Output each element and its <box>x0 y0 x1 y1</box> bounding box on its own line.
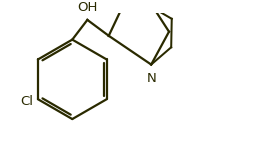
Text: Cl: Cl <box>20 95 33 108</box>
Text: OH: OH <box>77 1 98 14</box>
Text: N: N <box>146 72 156 85</box>
